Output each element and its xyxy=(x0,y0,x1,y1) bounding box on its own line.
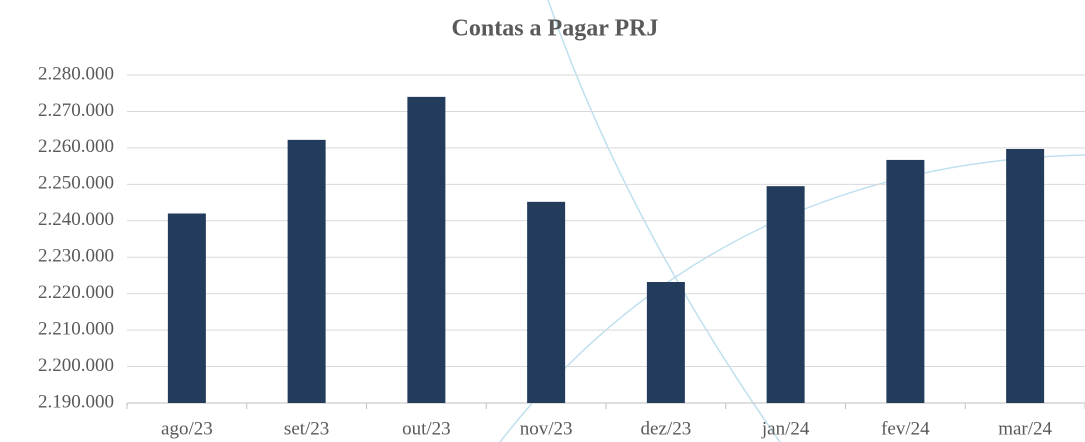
y-tick-label: 2.190.000 xyxy=(38,391,114,412)
y-tick-label: 2.220.000 xyxy=(38,282,114,303)
bar xyxy=(646,282,685,403)
bar xyxy=(1006,148,1045,403)
x-tick-label: jan/24 xyxy=(761,418,810,439)
chart-title: Contas a Pagar PRJ xyxy=(452,16,659,42)
bar xyxy=(407,96,446,403)
y-tick-label: 2.240.000 xyxy=(38,209,114,230)
x-tick-label: set/23 xyxy=(284,418,329,439)
y-tick-label: 2.230.000 xyxy=(38,246,114,267)
decor-curve xyxy=(547,0,781,442)
x-tick-label: ago/23 xyxy=(161,418,213,439)
y-tick-label: 2.200.000 xyxy=(38,355,114,376)
y-tick-label: 2.280.000 xyxy=(38,63,114,84)
x-tick-label: fev/24 xyxy=(881,418,930,439)
x-tick-label: mar/24 xyxy=(998,418,1052,439)
x-tick-label: out/23 xyxy=(402,418,451,439)
x-tick-label: dez/23 xyxy=(641,418,692,439)
y-tick-label: 2.270.000 xyxy=(38,100,114,121)
y-tick-label: 2.210.000 xyxy=(38,318,114,339)
x-tick-label: nov/23 xyxy=(520,418,573,439)
y-tick-label: 2.250.000 xyxy=(38,173,114,194)
bar xyxy=(287,139,326,404)
y-tick-label: 2.260.000 xyxy=(38,136,114,157)
bar xyxy=(167,213,206,403)
bar xyxy=(766,186,805,403)
bar xyxy=(886,159,925,403)
bar xyxy=(527,201,566,403)
